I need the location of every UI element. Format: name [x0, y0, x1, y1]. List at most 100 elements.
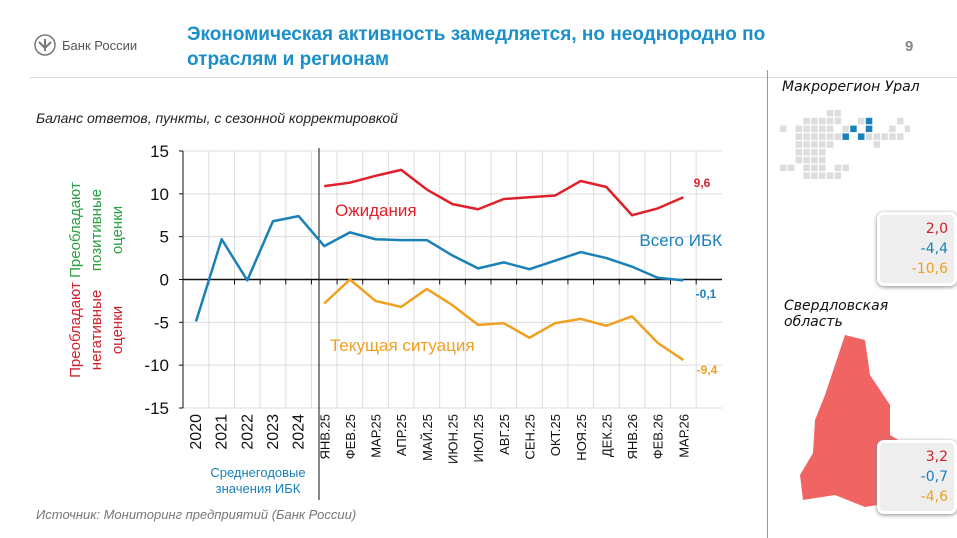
x-tick-label: 2021 — [214, 414, 231, 450]
map-cell — [795, 149, 803, 156]
map-cell — [842, 164, 849, 172]
negative-label: Преобладают — [67, 282, 84, 378]
series-label: Всего ИБК — [639, 231, 722, 250]
map-cell — [803, 117, 810, 125]
map-cell — [826, 133, 834, 140]
map-cell — [873, 141, 881, 148]
map-cell — [803, 164, 810, 172]
map-cell — [811, 141, 818, 148]
series-label: Текущая ситуация — [330, 336, 475, 355]
map-cell — [858, 117, 865, 125]
y-tick-label: -10 — [144, 356, 169, 375]
macro-region-title: Макрорегион Урал — [782, 79, 920, 95]
x-tick-label: ДЕК.25 — [599, 414, 614, 457]
map-cell — [897, 117, 904, 125]
end-label: -9,4 — [697, 363, 718, 377]
series-line — [194, 214, 684, 322]
map-cell — [819, 156, 826, 164]
map-cell — [842, 133, 849, 140]
map-cell — [803, 149, 810, 156]
map-cell — [889, 133, 896, 140]
map-cell — [803, 133, 810, 140]
region-values-box: 3,2 -0,7 -4,6 — [877, 440, 957, 514]
y-tick-label: 0 — [160, 271, 169, 290]
map-cell — [826, 141, 834, 148]
map-cell — [834, 133, 842, 140]
map-cell — [811, 149, 818, 156]
macro-values-box: 2,0 -4,4 -10,6 — [877, 212, 957, 286]
map-cell — [865, 125, 873, 133]
y-tick-label: -5 — [154, 313, 169, 332]
y-tick-label: 10 — [150, 185, 169, 204]
map-cell — [850, 125, 857, 133]
negative-label: негативные — [88, 290, 105, 370]
map-cell — [865, 133, 873, 140]
y-tick-label: 5 — [160, 228, 169, 247]
x-tick-label: МАР.25 — [369, 414, 384, 458]
y-tick-label: 15 — [150, 142, 169, 161]
map-cell — [842, 125, 849, 133]
map-cell — [795, 125, 803, 133]
map-cell — [811, 125, 818, 133]
map-cell — [826, 110, 834, 117]
map-cell — [803, 156, 810, 164]
x-tick-label: ФЕВ.26 — [651, 414, 666, 459]
map-cell — [780, 164, 787, 172]
eagle-icon — [34, 34, 56, 56]
x-tick-label: 2020 — [188, 414, 205, 450]
positive-label: Преобладают — [67, 182, 84, 278]
map-cell — [803, 172, 810, 179]
chart-subtitle: Баланс ответов, пункты, с сезонной корре… — [36, 110, 398, 126]
page-title: Экономическая активность замедляется, но… — [187, 24, 766, 70]
map-cell — [811, 172, 818, 179]
map-cell — [834, 172, 842, 179]
map-cell — [897, 133, 904, 140]
macro-expectations: 2,0 — [925, 221, 948, 237]
x-tick-label: ИЮН.25 — [446, 414, 461, 464]
source-note: Источник: Мониторинг предприятий (Банк Р… — [36, 507, 357, 522]
map-cell — [819, 141, 826, 148]
map-cell — [803, 125, 810, 133]
map-cell — [819, 172, 826, 179]
annual-note: Среднегодовые — [210, 465, 305, 480]
series-label: Ожидания — [335, 201, 417, 220]
map-cell — [811, 117, 818, 125]
x-tick-label: ИЮЛ.25 — [471, 414, 486, 463]
x-tick-label: МАЙ.25 — [420, 414, 435, 461]
region-current: -4,6 — [920, 489, 948, 505]
map-cell — [811, 156, 818, 164]
map-cell — [819, 149, 826, 156]
x-tick-label: НОЯ.25 — [574, 414, 589, 461]
map-cell — [858, 133, 865, 140]
map-cell — [889, 125, 896, 133]
x-tick-label: ЯНВ.26 — [625, 414, 640, 460]
logo: Банк России — [34, 34, 137, 56]
map-cell — [834, 117, 842, 125]
end-label: -0,1 — [696, 287, 717, 301]
map-cell — [826, 125, 834, 133]
x-tick-label: 2024 — [291, 414, 308, 450]
negative-label: оценки — [109, 306, 126, 354]
x-tick-label: ОКТ.25 — [548, 414, 563, 456]
map-cell — [881, 133, 888, 140]
annual-note: значения ИБК — [216, 481, 301, 496]
map-cell — [834, 164, 842, 172]
logo-text: Банк России — [62, 37, 138, 53]
map-cell — [826, 172, 834, 179]
x-tick-label: 2022 — [239, 414, 256, 450]
map-cell — [795, 141, 803, 148]
map-cell — [873, 133, 881, 140]
russia-grid-map — [780, 110, 910, 179]
map-cell — [780, 125, 787, 133]
divider — [30, 77, 957, 78]
map-cell — [819, 164, 826, 172]
region-title: Свердловская область — [784, 298, 889, 330]
y-tick-label: -15 — [144, 399, 169, 418]
map-cell — [826, 117, 834, 125]
end-label: 9,6 — [694, 176, 711, 190]
x-tick-label: ФЕВ.25 — [343, 414, 358, 459]
x-tick-label: СЕН.25 — [522, 414, 537, 460]
map-cell — [865, 117, 873, 125]
map-cell — [787, 164, 795, 172]
map-cell — [834, 110, 842, 117]
